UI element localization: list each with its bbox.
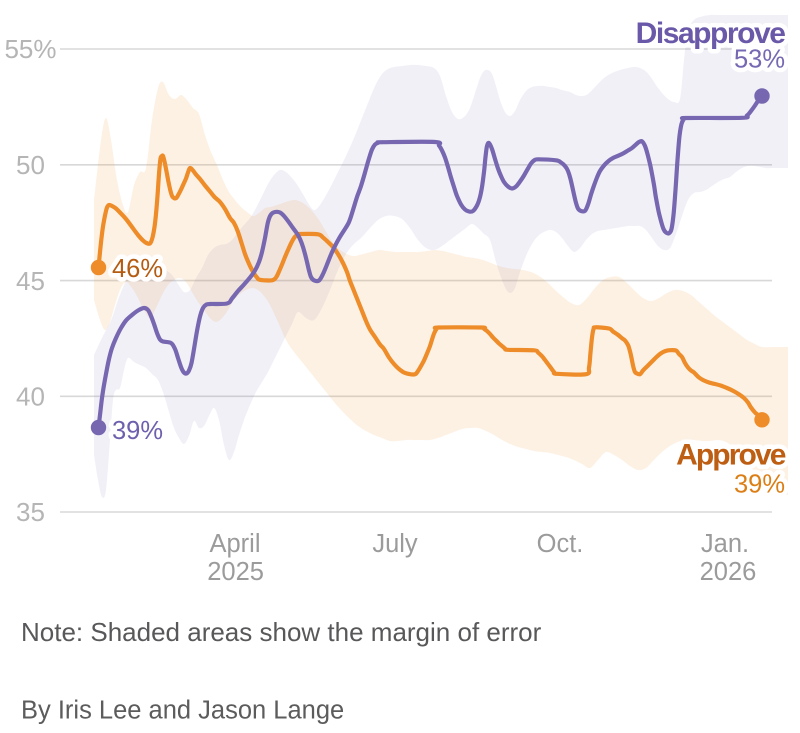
svg-text:50: 50	[16, 150, 45, 180]
svg-text:40: 40	[16, 382, 45, 412]
svg-text:46%: 46%	[112, 255, 163, 283]
svg-text:2025: 2025	[207, 558, 264, 586]
svg-text:2026: 2026	[700, 558, 757, 586]
svg-text:45: 45	[16, 266, 45, 296]
svg-text:Disapprove: Disapprove	[636, 17, 786, 50]
svg-text:July: July	[372, 530, 418, 558]
svg-text:Approve: Approve	[676, 439, 786, 472]
svg-text:35: 35	[16, 497, 45, 527]
svg-text:April: April	[209, 530, 260, 558]
svg-text:39%: 39%	[734, 471, 785, 499]
svg-text:55%: 55%	[4, 34, 56, 64]
svg-text:Jan.: Jan.	[701, 530, 749, 558]
svg-text:53%: 53%	[734, 46, 785, 74]
svg-text:Note: Shaded areas show the ma: Note: Shaded areas show the margin of er…	[21, 617, 542, 647]
svg-text:By Iris Lee and Jason Lange: By Iris Lee and Jason Lange	[21, 697, 344, 725]
svg-text:39%: 39%	[112, 417, 163, 445]
svg-text:Oct.: Oct.	[537, 530, 584, 558]
